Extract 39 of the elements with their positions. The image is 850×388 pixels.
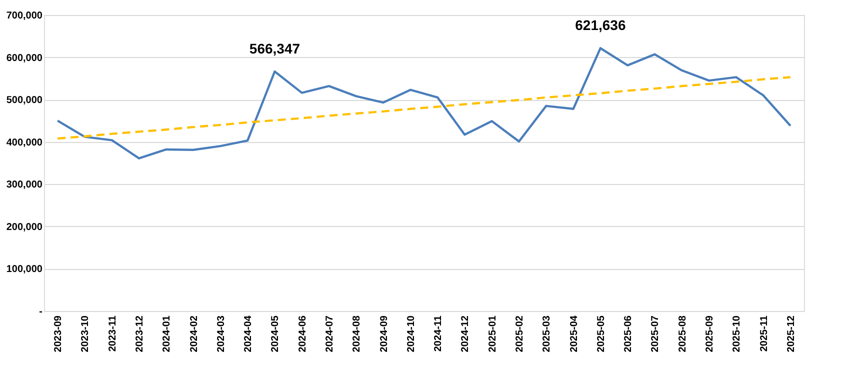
x-tick-label: 2024-11 — [433, 315, 444, 352]
x-tick-label: 2023-09 — [53, 315, 64, 352]
x-tick-label: 2025-03 — [542, 315, 553, 352]
x-tick-label: 2025-04 — [568, 315, 580, 352]
x-tick-label: 2025-10 — [732, 315, 743, 352]
line-series — [56, 76, 792, 140]
x-tick-label: 2023-11 — [107, 315, 118, 352]
x-tick-label: 2025-02 — [514, 315, 526, 352]
x-tick-label: 2025-07 — [650, 315, 662, 352]
x-tick-label: 2024-09 — [378, 315, 390, 352]
x-tick-label: 2024-05 — [270, 315, 282, 352]
x-tick-label: 2024-10 — [406, 315, 417, 352]
x-tick-label: 2024-08 — [352, 315, 363, 352]
x-tick-label: 2025-09 — [704, 315, 716, 352]
y-tick-label: 400,000 — [6, 137, 43, 148]
x-tick-label: 2023-12 — [134, 315, 146, 352]
y-tick-label: 200,000 — [6, 222, 43, 233]
x-tick-label: 2025-01 — [487, 315, 498, 352]
y-tick-label: 100,000 — [6, 264, 43, 276]
x-tick-label: 2024-01 — [162, 315, 173, 352]
y-tick-label: - — [39, 306, 42, 318]
x-tick-label: 2024-06 — [297, 315, 308, 352]
x-tick-label: 2025-12 — [786, 315, 797, 352]
x-tick-label: 2025-08 — [677, 315, 688, 352]
x-tick-label: 2024-03 — [216, 315, 227, 352]
x-tick-label: 2025-11 — [758, 315, 770, 352]
x-tick-label: 2025-06 — [623, 315, 634, 352]
y-tick-label: 300,000 — [6, 180, 43, 191]
x-tick-label: 2024-04 — [243, 315, 254, 352]
data-label: 621,636 — [575, 17, 626, 34]
x-tick-label: 2024-12 — [460, 315, 472, 352]
y-tick-label: 500,000 — [6, 95, 43, 106]
y-tick-label: 700,000 — [6, 10, 43, 22]
x-tick-label: 2024-02 — [188, 315, 200, 352]
x-tick-label: 2024-07 — [324, 315, 336, 352]
data-label: 566,347 — [249, 40, 300, 57]
x-tick-label: 2025-05 — [596, 315, 607, 352]
y-tick-label: 600,000 — [6, 52, 43, 64]
x-tick-label: 2023-10 — [80, 315, 92, 352]
